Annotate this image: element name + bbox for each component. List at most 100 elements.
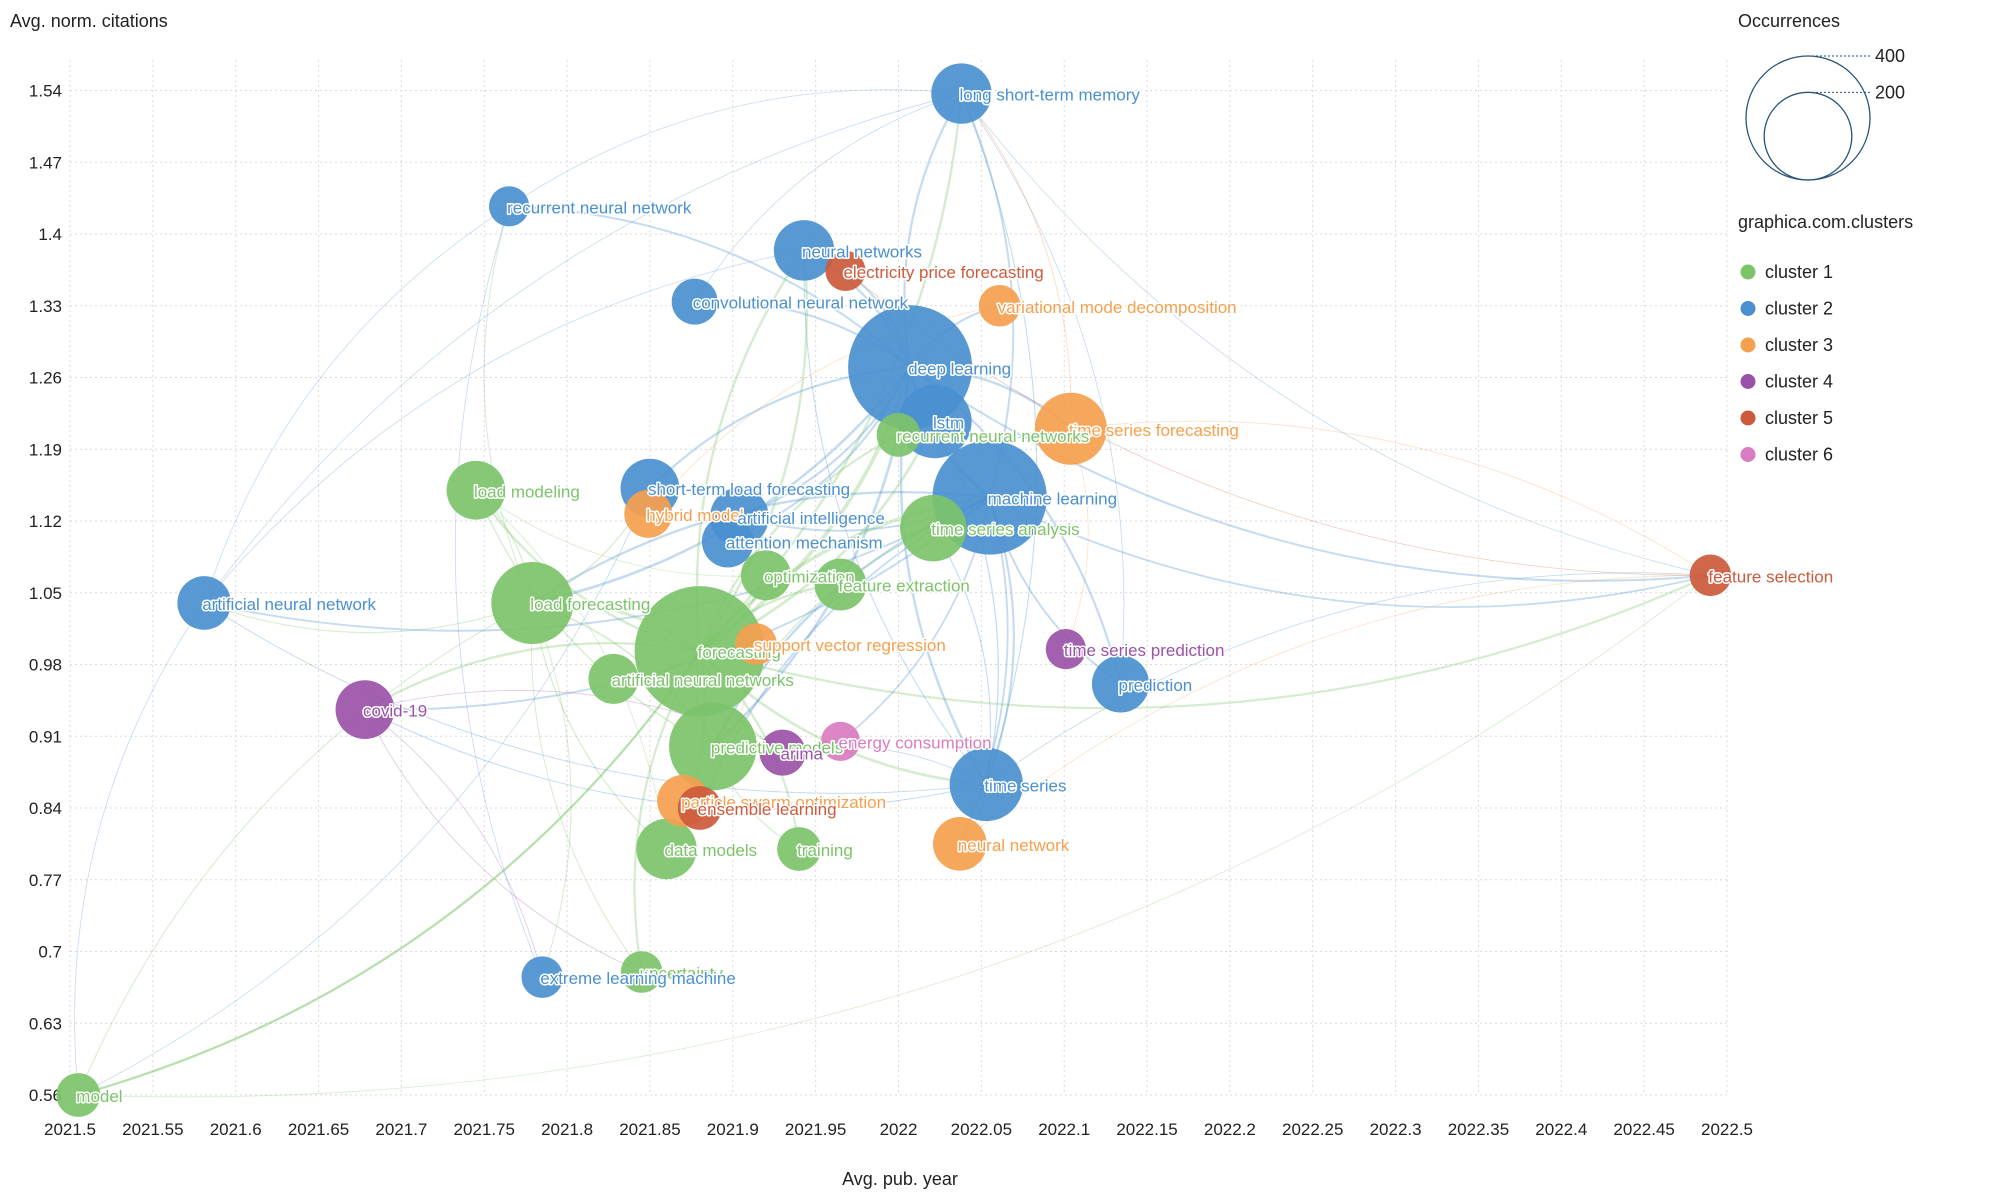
y-tick-label: 1.05 [29,584,62,603]
x-tick-label: 2022.4 [1535,1120,1587,1139]
keyword-node[interactable] [1689,554,1732,597]
link-line [475,489,714,748]
keyword-node[interactable] [624,489,673,538]
keyword-node[interactable] [1091,655,1150,713]
keyword-label: model [76,1087,122,1106]
link-line [961,93,1711,576]
keyword-node[interactable] [1034,392,1107,465]
keyword-node[interactable] [735,623,777,665]
keyword-label: ensemble learning [698,800,837,819]
keyword-label: short-term load forecasting [648,480,850,499]
keyword-node[interactable] [740,550,791,601]
link-line [203,205,510,604]
keyword-label: load modeling [474,482,580,501]
link-line [364,709,543,978]
keyword-label: neural network [958,836,1070,855]
link-line [909,366,1711,582]
keyword-node[interactable] [814,558,867,611]
keyword-label: forecasting [698,643,781,662]
x-tick-label: 2021.75 [454,1120,515,1139]
x-tick-label: 2021.95 [785,1120,846,1139]
x-tick-label: 2022.25 [1282,1120,1343,1139]
keyword-label: artificial intelligence [737,509,884,528]
keyword-node[interactable] [677,786,722,830]
keyword-label: covid-19 [363,702,427,721]
keyword-node[interactable] [446,460,506,520]
keyword-node[interactable] [825,250,866,291]
keyword-node[interactable] [335,680,395,740]
link-line [475,489,667,850]
keyword-node[interactable] [949,747,1024,822]
x-tick-label: 2021.65 [288,1120,349,1139]
keyword-node[interactable] [489,186,530,227]
keyword-label: predictive models [711,739,843,758]
x-tick-label: 2021.5 [44,1120,96,1139]
keyword-label: energy consumption [839,733,992,752]
keyword-node[interactable] [931,63,992,124]
x-tick-label: 2022.45 [1613,1120,1674,1139]
keyword-node[interactable] [669,702,757,791]
keyword-node[interactable] [636,818,697,880]
size-legend-circle [1763,91,1853,181]
keyword-node[interactable] [620,951,663,993]
cluster-legend-label: cluster 4 [1765,372,1833,392]
keyword-label: extreme learning machine [540,969,736,988]
link-line [475,489,766,577]
x-tick-label: 2022.3 [1370,1120,1422,1139]
size-legend: Occurrences 400 200 [1738,11,1905,181]
keyword-node[interactable] [900,494,967,562]
size-legend-title: Occurrences [1738,11,1840,31]
y-tick-label: 0.63 [29,1014,62,1033]
keyword-node[interactable] [1045,629,1086,670]
keyword-node[interactable] [876,412,921,457]
link-line [694,93,962,302]
link-line [530,602,643,973]
y-axis-ticks: 0.56 0.63 0.7 0.77 0.84 0.91 0.98 1.05 1.12 1.19 1… [29,82,62,1106]
keyword-node[interactable] [820,721,861,761]
link-line [78,488,651,1096]
keyword-node[interactable] [773,220,835,281]
keyword-label: load forecasting [530,595,650,614]
y-tick-label: 1.33 [29,297,62,316]
link-line [77,650,701,1097]
keyword-node[interactable] [588,653,639,704]
cluster-legend-label: cluster 3 [1765,335,1833,355]
keyword-node[interactable] [634,586,765,717]
keyword-node[interactable] [521,956,564,998]
keyword-node[interactable] [777,827,822,871]
y-tick-label: 1.19 [29,440,62,459]
size-legend-circle [1745,55,1871,181]
link-line [74,602,205,1096]
y-tick-label: 0.91 [29,727,62,746]
keyword-node[interactable] [177,576,232,630]
x-axis-title: Avg. pub. year [842,1169,958,1189]
link-line [531,602,572,978]
link-line [78,575,1711,1098]
cluster-legend-swatch [1740,410,1756,426]
link-line [204,602,533,634]
link-line [203,250,805,604]
keyword-label: feature selection [1708,567,1833,586]
keyword-node[interactable] [932,817,987,871]
keyword-label: time series forecasting [1069,421,1239,440]
keyword-label: hybrid model [646,506,743,525]
x-tick-label: 2021.9 [707,1120,759,1139]
keyword-node[interactable] [978,284,1021,327]
y-tick-label: 1.47 [29,153,62,172]
link-line [961,93,1125,685]
cluster-legend-label: cluster 5 [1765,408,1833,428]
keyword-node[interactable] [701,515,754,568]
link-line [77,602,533,1096]
x-tick-label: 2021.85 [619,1120,680,1139]
keyword-node[interactable] [56,1073,101,1117]
keyword-node[interactable] [671,278,718,325]
keyword-label: artificial neural network [202,595,376,614]
link-line [508,89,962,207]
cluster-legend-label: cluster 2 [1765,299,1833,319]
keyword-node[interactable] [491,561,574,645]
keyword-label: attention mechanism [726,534,883,553]
y-tick-label: 1.12 [29,512,62,531]
keyword-node[interactable] [759,729,806,776]
link-line [699,574,1711,710]
